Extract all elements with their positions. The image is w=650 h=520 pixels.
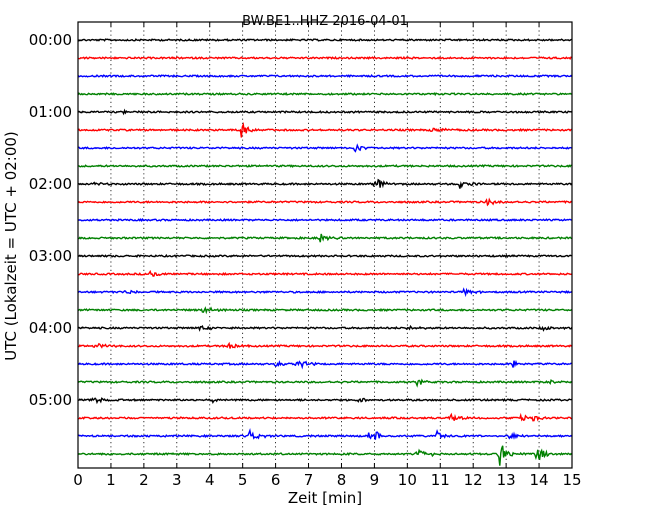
- seismogram-trace: [77, 91, 573, 97]
- seismogram-trace: [77, 178, 573, 189]
- y-axis-ticks: 00:00 01:00 02:00 03:00 04:00 05:00: [29, 31, 83, 409]
- x-tick-label: 7: [304, 471, 314, 489]
- seismogram-trace: [77, 269, 573, 277]
- seismogram-trace: [77, 74, 573, 79]
- seismogram-trace: [77, 428, 573, 440]
- x-axis-label: Zeit [min]: [288, 489, 362, 507]
- seismogram-trace: [78, 412, 573, 422]
- grid-lines: [110, 22, 540, 468]
- seismogram-trace: [77, 37, 573, 42]
- y-tick-label: 03:00: [29, 247, 72, 265]
- x-tick-label: 15: [562, 471, 581, 489]
- seismogram-trace: [77, 445, 573, 466]
- seismogram-trace: [78, 341, 573, 349]
- x-tick-label: 11: [431, 471, 450, 489]
- x-tick-label: 9: [370, 471, 380, 489]
- x-tick-label: 2: [139, 471, 149, 489]
- seismogram-traces: [77, 37, 573, 466]
- x-tick-label: 13: [497, 471, 516, 489]
- seismogram-trace: [77, 287, 573, 298]
- y-tick-label: 04:00: [29, 319, 72, 337]
- seismogram-trace: [77, 55, 573, 60]
- seismogram-trace: [78, 164, 573, 169]
- y-tick-label: 05:00: [29, 391, 72, 409]
- seismogram-trace: [77, 378, 573, 388]
- x-tick-label: 0: [73, 471, 83, 489]
- x-tick-label: 8: [337, 471, 347, 489]
- x-tick-label: 4: [205, 471, 215, 489]
- seismogram-trace: [78, 233, 573, 243]
- x-tick-label: 3: [172, 471, 182, 489]
- x-tick-label: 12: [464, 471, 483, 489]
- seismogram-trace: [77, 197, 573, 207]
- seismogram-trace: [77, 253, 573, 258]
- y-tick-label: 02:00: [29, 175, 72, 193]
- x-tick-label: 5: [238, 471, 248, 489]
- seismogram-trace: [77, 306, 573, 315]
- seismogram-trace: [77, 108, 573, 116]
- x-tick-label: 1: [106, 471, 116, 489]
- x-axis-ticks: 0 1 2 3 4 5 6 7 8 9 10 11 12 13 14 15: [73, 22, 582, 489]
- seismogram-trace: [77, 143, 573, 153]
- plot-frame: [77, 21, 573, 469]
- seismogram-trace: [77, 397, 573, 405]
- seismogram-trace: [78, 324, 573, 332]
- x-tick-label: 10: [398, 471, 417, 489]
- y-axis-label: UTC (Lokalzeit = UTC + 02:00): [2, 131, 20, 361]
- seismogram-trace: [77, 217, 572, 223]
- x-tick-label: 6: [271, 471, 281, 489]
- seismogram-trace: [77, 121, 573, 138]
- x-tick-label: 14: [530, 471, 549, 489]
- y-tick-label: 01:00: [29, 103, 72, 121]
- y-tick-label: 00:00: [29, 31, 72, 49]
- seismogram-trace: [77, 359, 573, 370]
